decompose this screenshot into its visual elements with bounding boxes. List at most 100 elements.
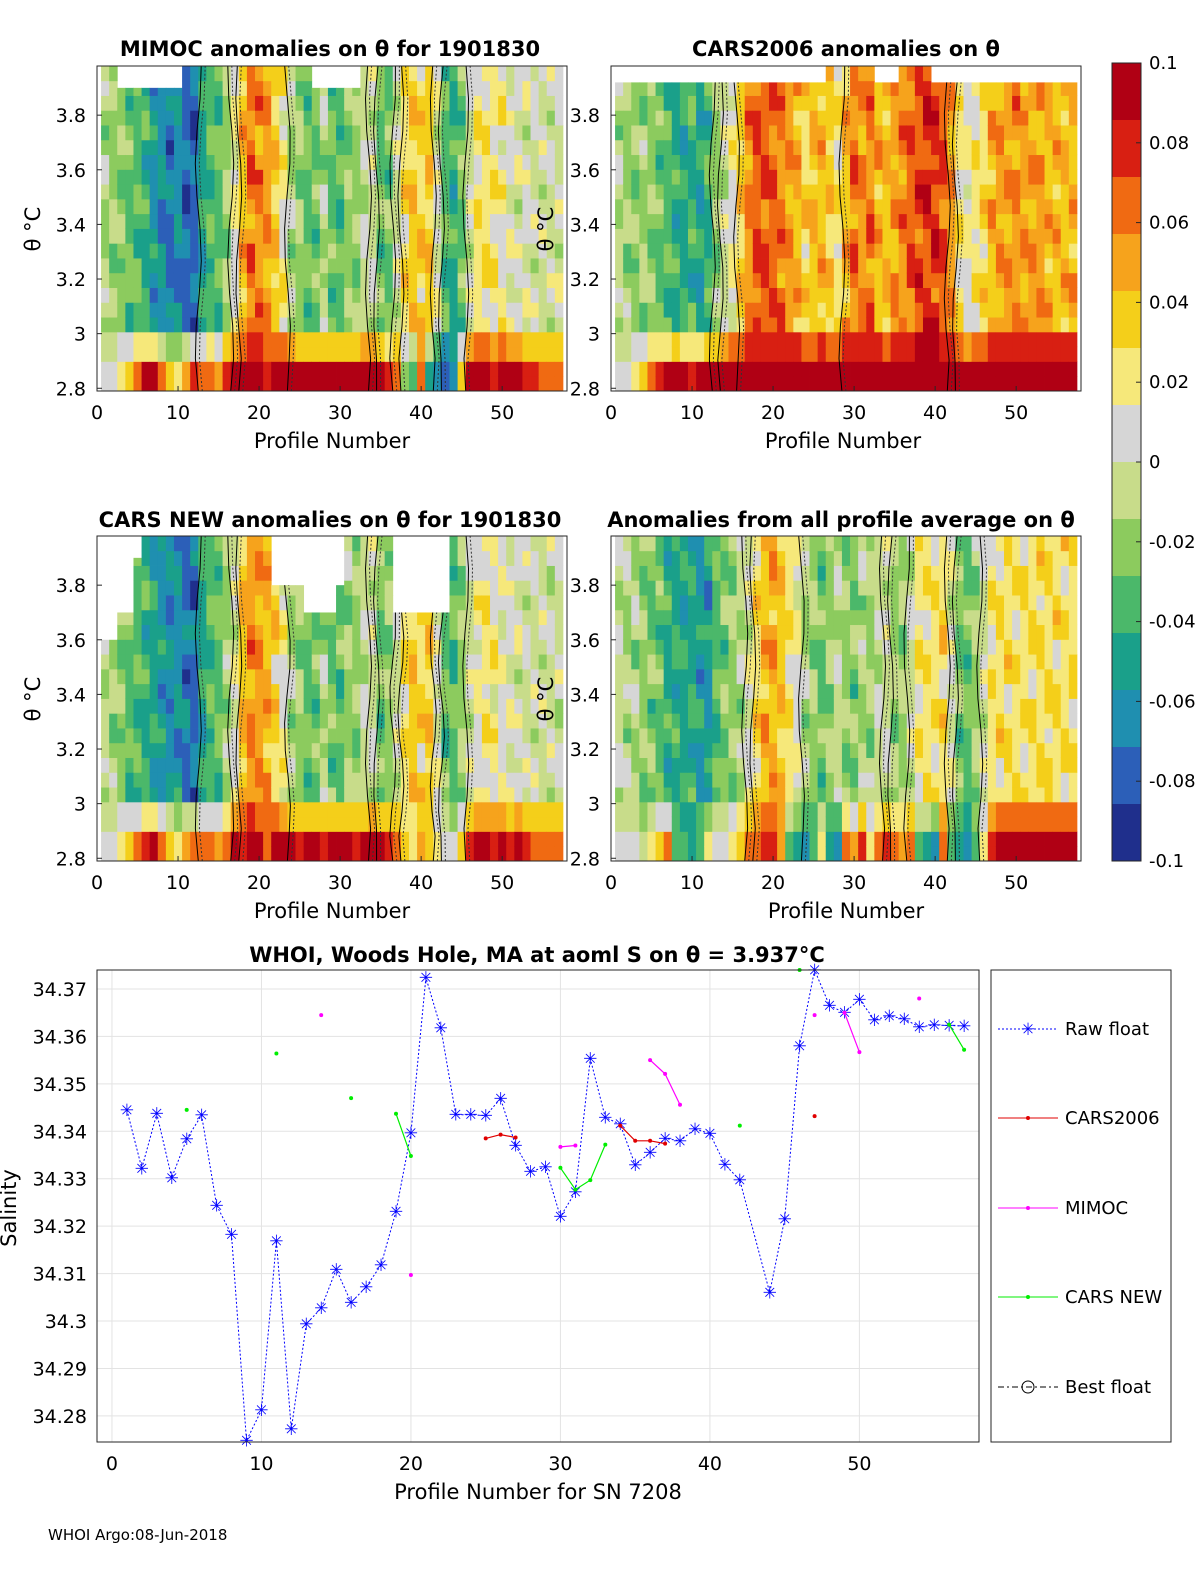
heatmap-cell bbox=[793, 846, 802, 862]
heatmap-cell bbox=[1052, 757, 1062, 773]
heatmap-cell bbox=[198, 95, 207, 111]
heatmap-cell bbox=[1068, 361, 1078, 377]
heatmap-cell bbox=[671, 536, 681, 552]
heatmap-cell bbox=[238, 787, 248, 803]
heatmap-cell bbox=[987, 609, 997, 626]
heatmap-cell bbox=[255, 668, 264, 685]
heatmap-cell bbox=[971, 831, 981, 847]
heatmap-cell bbox=[376, 139, 386, 156]
heatmap-cell bbox=[206, 846, 215, 862]
heatmap-cell bbox=[987, 361, 997, 377]
heatmap-cell bbox=[744, 698, 754, 714]
heatmap-cell bbox=[704, 846, 713, 862]
heatmap-cell bbox=[101, 125, 110, 141]
heatmap-cell bbox=[222, 654, 232, 670]
heatmap-cell bbox=[368, 550, 377, 566]
heatmap-cell bbox=[133, 184, 142, 200]
heatmap-cell bbox=[1028, 565, 1037, 581]
heatmap-cell bbox=[230, 846, 240, 862]
heatmap-cell bbox=[947, 550, 956, 566]
heatmap-cell bbox=[376, 536, 386, 552]
heatmap-cell bbox=[1044, 213, 1054, 229]
heatmap-cell bbox=[890, 595, 900, 611]
heatmap-cell bbox=[433, 198, 442, 215]
heatmap-cell bbox=[1036, 639, 1045, 655]
heatmap-cell bbox=[890, 243, 900, 259]
heatmap-cell bbox=[417, 331, 426, 348]
heatmap-cell bbox=[433, 742, 442, 758]
heatmap-cell bbox=[914, 154, 924, 170]
heatmap-cell bbox=[1028, 198, 1037, 215]
heatmap-cell bbox=[744, 302, 754, 318]
heatmap-cell bbox=[133, 683, 142, 699]
heatmap-cell bbox=[238, 66, 248, 82]
heatmap-cell bbox=[752, 376, 762, 392]
heatmap-cell bbox=[165, 713, 175, 729]
heatmap-cell bbox=[101, 728, 110, 744]
heatmap-cell bbox=[514, 831, 523, 847]
heatmap-cell bbox=[898, 213, 908, 229]
heatmap-cell bbox=[720, 95, 729, 111]
heatmap-cell bbox=[874, 772, 883, 788]
heatmap-cell bbox=[1044, 169, 1054, 185]
heatmap-cell bbox=[639, 550, 648, 566]
heatmap-cell bbox=[809, 639, 819, 655]
heatmap-cell bbox=[890, 846, 900, 862]
heatmap-cell bbox=[246, 80, 256, 96]
heatmap-cell bbox=[1036, 243, 1045, 259]
heatmap-cell bbox=[530, 213, 540, 229]
heatmap-cell bbox=[546, 772, 556, 788]
heatmap-cell bbox=[1036, 565, 1045, 581]
heatmap-cell bbox=[987, 639, 997, 655]
heatmap-cell bbox=[744, 846, 754, 862]
heatmap-cell bbox=[271, 139, 280, 156]
heatmap-cell bbox=[712, 816, 721, 832]
heatmap-cell bbox=[696, 317, 705, 333]
heatmap-cell bbox=[647, 846, 656, 862]
heatmap-cell bbox=[433, 80, 442, 96]
heatmap-cell bbox=[165, 361, 175, 377]
heatmap-cell bbox=[882, 184, 891, 200]
contour-line bbox=[429, 612, 437, 862]
heatmap-cell bbox=[671, 595, 681, 611]
heatmap-cell bbox=[125, 95, 134, 111]
heatmap-cell bbox=[133, 565, 142, 581]
heatmap-cell bbox=[327, 95, 337, 111]
heatmap-cell bbox=[433, 698, 442, 714]
heatmap-cell bbox=[728, 346, 737, 362]
heatmap-cell bbox=[498, 213, 507, 229]
heatmap-cell bbox=[898, 595, 908, 611]
heatmap-cell bbox=[696, 198, 705, 215]
heatmap-cell bbox=[801, 258, 810, 274]
heatmap-cell bbox=[190, 125, 199, 141]
heatmap-cell bbox=[344, 154, 353, 170]
heatmap-cell bbox=[538, 272, 548, 288]
heatmap-cell bbox=[109, 728, 118, 744]
heatmap-cell bbox=[514, 125, 523, 141]
heatmap-cell bbox=[623, 550, 632, 566]
heatmap-cell bbox=[481, 757, 491, 773]
heatmap-cell bbox=[785, 272, 794, 288]
heatmap-cell bbox=[246, 550, 256, 566]
heatmap-cell bbox=[793, 624, 802, 640]
heatmap-cell bbox=[671, 624, 681, 640]
heatmap-cell bbox=[850, 272, 859, 288]
heatmap-cell bbox=[441, 243, 450, 259]
heatmap-cell bbox=[206, 331, 215, 348]
heatmap-cell bbox=[303, 816, 313, 832]
heatmap-cell bbox=[433, 213, 442, 229]
heatmap-cell bbox=[801, 536, 810, 552]
heatmap-cell bbox=[295, 139, 305, 156]
heatmap-cell bbox=[1052, 831, 1062, 847]
heatmap-cell bbox=[947, 169, 956, 185]
heatmap-cell bbox=[850, 139, 859, 156]
heatmap-cell bbox=[671, 110, 681, 126]
heatmap-cell bbox=[498, 801, 507, 818]
heatmap-cell bbox=[433, 376, 442, 392]
heatmap-cell bbox=[647, 228, 656, 244]
heatmap-cell bbox=[514, 346, 523, 362]
heatmap-cell bbox=[400, 683, 410, 699]
heatmap-cell bbox=[352, 728, 361, 744]
heatmap-cell bbox=[149, 258, 159, 274]
heatmap-cell bbox=[425, 110, 434, 126]
